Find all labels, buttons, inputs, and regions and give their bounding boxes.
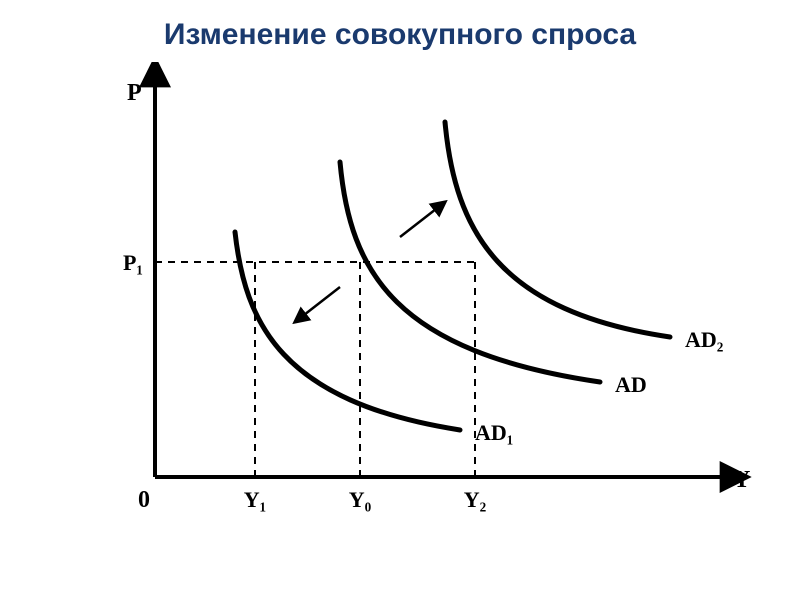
curve-label-AD: AD <box>615 372 647 397</box>
x-tick-1: Y₀ <box>349 487 372 512</box>
origin-label: 0 <box>138 487 150 513</box>
page-title: Изменение совокупного спроса <box>0 18 800 52</box>
aggregate-demand-chart: AD₁ AD AD₂ P Y 0 P₁ Y₁ Y₀ Y₂ <box>30 62 770 552</box>
x-axis-label: Y <box>733 467 750 493</box>
curve-label-AD2: AD₂ <box>685 327 724 352</box>
curve-AD2 <box>445 122 670 337</box>
x-tick-0: Y₁ <box>244 487 266 512</box>
curve-AD1 <box>235 232 460 430</box>
y-axis-label: P <box>127 80 142 106</box>
curve-AD <box>340 162 600 382</box>
x-tick-2: Y₂ <box>464 487 487 512</box>
shift-arrow-0 <box>295 287 340 322</box>
y-tick-0: P₁ <box>123 250 143 275</box>
curve-label-AD1: AD₁ <box>475 420 513 445</box>
shift-arrow-1 <box>400 202 445 237</box>
